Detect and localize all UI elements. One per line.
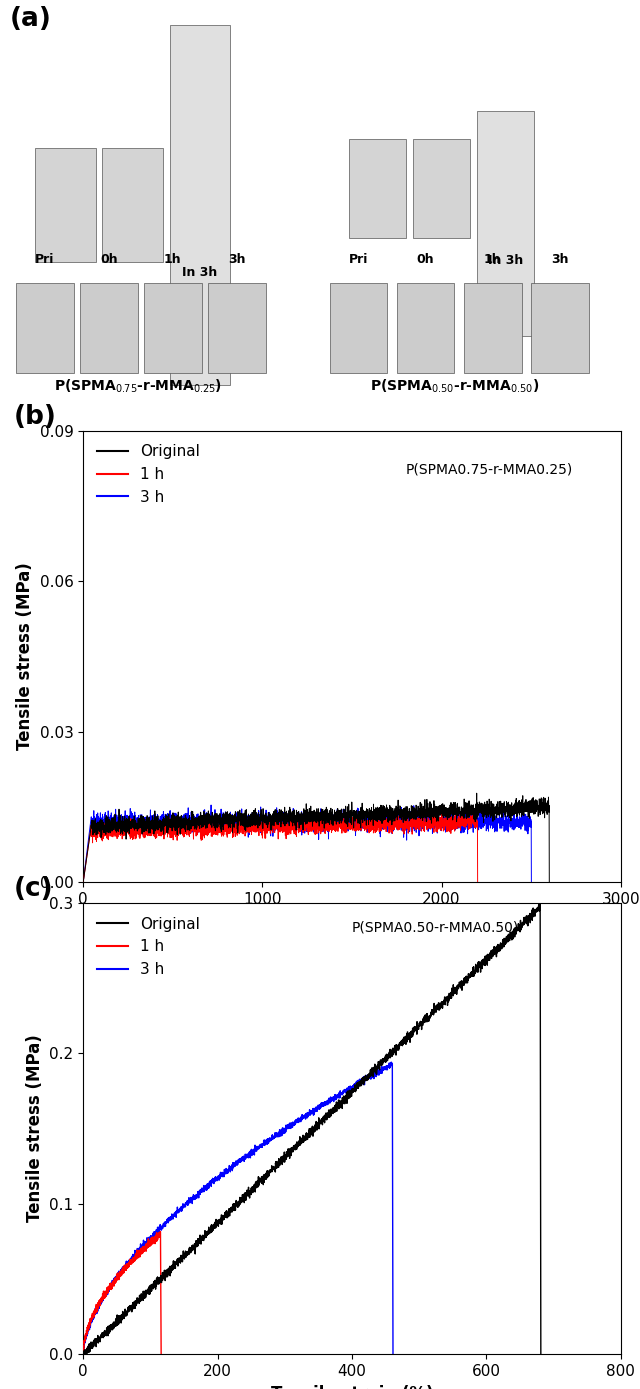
- Bar: [16, 283, 74, 372]
- Y-axis label: Tensile stress (MPa): Tensile stress (MPa): [16, 563, 34, 750]
- Text: (c): (c): [13, 876, 53, 901]
- Legend: Original, 1 h, 3 h: Original, 1 h, 3 h: [91, 438, 205, 511]
- Bar: [477, 111, 534, 336]
- Bar: [349, 139, 406, 238]
- Bar: [397, 283, 454, 372]
- Text: P(SPMA$_{0.50}$-r-MMA$_{0.50}$): P(SPMA$_{0.50}$-r-MMA$_{0.50}$): [370, 378, 539, 396]
- Bar: [80, 283, 138, 372]
- Legend: Original, 1 h, 3 h: Original, 1 h, 3 h: [91, 910, 205, 983]
- Bar: [531, 283, 589, 372]
- Bar: [170, 25, 230, 385]
- Bar: [102, 147, 163, 263]
- Text: Pri: Pri: [349, 253, 368, 267]
- Bar: [144, 283, 202, 372]
- Text: P(SPMA$_{0.75}$-r-MMA$_{0.25}$): P(SPMA$_{0.75}$-r-MMA$_{0.25}$): [54, 378, 221, 396]
- Y-axis label: Tensile stress (MPa): Tensile stress (MPa): [26, 1035, 44, 1222]
- Text: (a): (a): [10, 6, 51, 32]
- Text: 0h: 0h: [417, 253, 435, 267]
- Text: P(SPMA0.75-r-MMA0.25): P(SPMA0.75-r-MMA0.25): [406, 463, 573, 476]
- Text: 1h: 1h: [484, 253, 502, 267]
- Text: 3h: 3h: [228, 253, 246, 267]
- Bar: [464, 283, 522, 372]
- Text: 3h: 3h: [551, 253, 569, 267]
- Bar: [208, 283, 266, 372]
- Text: (b): (b): [13, 403, 56, 429]
- Text: Pri: Pri: [35, 253, 54, 267]
- Text: 0h: 0h: [100, 253, 118, 267]
- Bar: [330, 283, 387, 372]
- Text: 1h: 1h: [164, 253, 182, 267]
- Text: In 3h: In 3h: [488, 254, 524, 267]
- X-axis label: Tensile strain (%): Tensile strain (%): [271, 913, 433, 931]
- X-axis label: Tensile strain (%): Tensile strain (%): [271, 1385, 433, 1389]
- Bar: [413, 139, 470, 238]
- Text: In 3h: In 3h: [182, 267, 218, 279]
- Text: P(SPMA0.50-r-MMA0.50): P(SPMA0.50-r-MMA0.50): [352, 921, 519, 935]
- Bar: [35, 147, 96, 263]
